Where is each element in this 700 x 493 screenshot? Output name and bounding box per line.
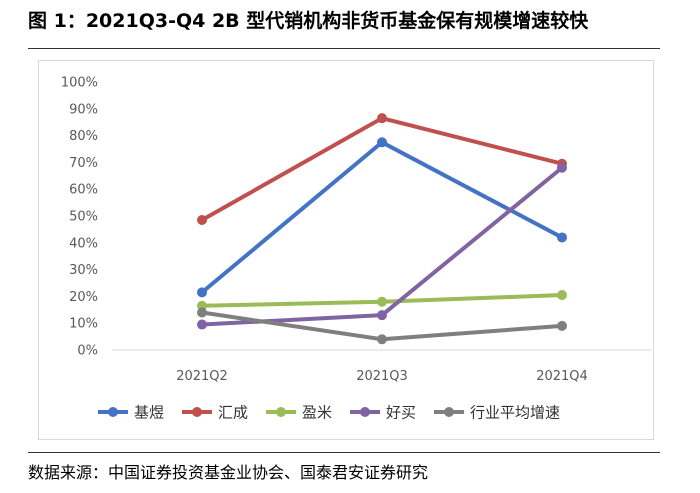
y-tick-label: 80% [69, 129, 98, 144]
series-line [200, 116, 564, 223]
series-line [200, 140, 564, 295]
y-tick-label: 0% [77, 344, 98, 359]
data-point [377, 113, 387, 124]
y-tick-label: 90% [69, 102, 98, 117]
x-tick-label: 2021Q2 [176, 369, 228, 384]
data-point [557, 232, 567, 243]
y-tick-label: 20% [69, 290, 98, 305]
data-point [377, 310, 387, 321]
y-tick-label: 30% [69, 263, 98, 278]
source-note: 数据来源：中国证券投资基金业协会、国泰君安证券研究 [28, 463, 429, 482]
legend-label: 行业平均增速 [470, 404, 560, 422]
line-chart: 0% 10% 20% 30% 40% 50% 60% 70% 80% 90% 100% 2021Q2… [61, 76, 652, 422]
legend-marker [108, 407, 118, 417]
bottom-rule [28, 452, 660, 453]
data-point [197, 215, 207, 226]
series-layer [197, 113, 567, 345]
y-tick-label: 50% [69, 210, 98, 225]
data-point [557, 320, 567, 331]
legend-label: 汇成 [218, 404, 248, 422]
data-point [377, 334, 387, 345]
legend-marker [444, 407, 454, 417]
data-point [377, 296, 387, 307]
data-point [197, 319, 207, 330]
legend-label: 基煜 [134, 404, 164, 422]
x-tick-label: 2021Q3 [356, 369, 408, 384]
data-point [557, 162, 567, 173]
x-axis: 2021Q2 2021Q3 2021Q4 [112, 349, 652, 384]
data-point [197, 307, 207, 318]
y-tick-label: 60% [69, 183, 98, 198]
legend-label: 好买 [386, 404, 416, 422]
figure-title: 图 1：2021Q3-Q4 2B 型代销机构非货币基金保有规模增速较快 [28, 10, 589, 32]
y-tick-label: 100% [61, 76, 98, 91]
y-tick-label: 70% [69, 156, 98, 171]
y-axis: 0% 10% 20% 30% 40% 50% 60% 70% 80% 90% 100% [61, 76, 98, 359]
data-point [197, 287, 207, 298]
y-tick-label: 10% [69, 317, 98, 332]
chart-area [38, 60, 654, 440]
legend-label: 盈米 [302, 404, 332, 422]
x-tick-label: 2021Q4 [536, 369, 588, 384]
data-point [377, 137, 387, 148]
data-point [557, 290, 567, 301]
y-tick-label: 40% [69, 236, 98, 251]
top-rule [28, 48, 660, 49]
legend: 基煜 汇成 盈米 好买 行业平均增速 [98, 404, 560, 422]
legend-marker [276, 407, 286, 417]
legend-marker [192, 407, 202, 417]
legend-marker [360, 407, 370, 417]
